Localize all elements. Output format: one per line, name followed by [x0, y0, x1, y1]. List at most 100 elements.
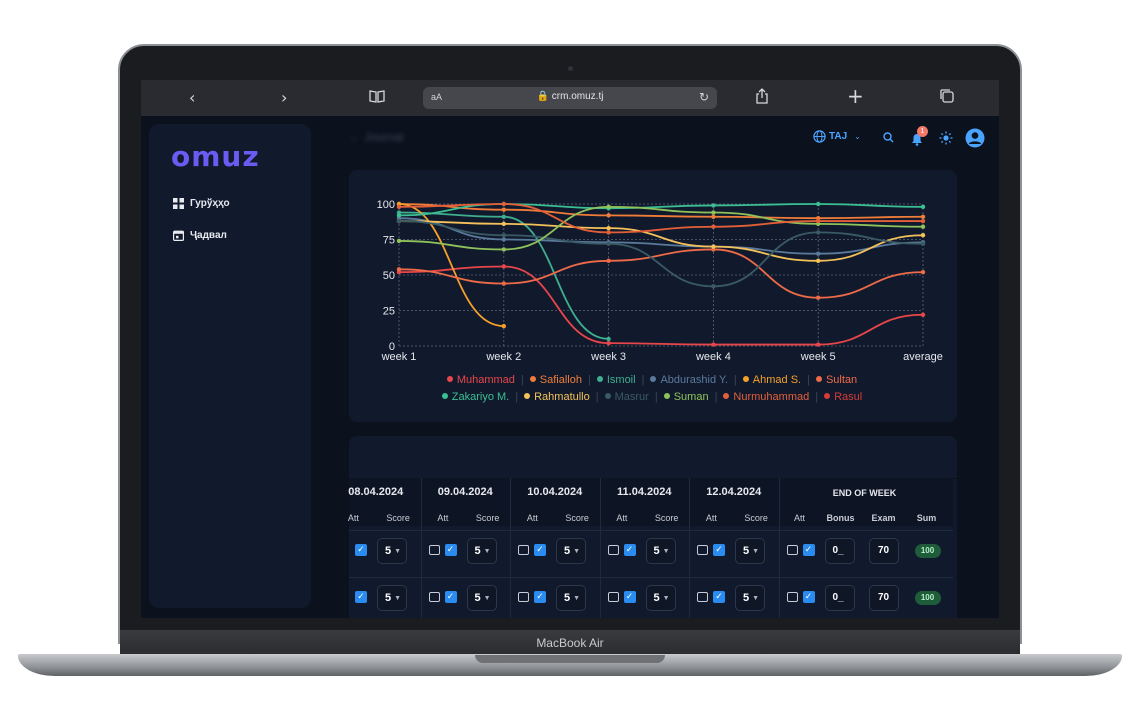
data-point: [816, 218, 821, 224]
attendance-checkbox[interactable]: ✓: [802, 591, 815, 603]
legend-separator: |: [733, 374, 737, 386]
chevron-down-icon: ▼: [752, 548, 760, 555]
attendance-checkbox[interactable]: ✓: [444, 544, 457, 556]
legend-item[interactable]: Abdurashid Y.: [650, 374, 728, 386]
legend-dot: [650, 376, 657, 382]
bookmarks-icon[interactable]: [369, 88, 385, 109]
attendance-checkbox[interactable]: ✓: [534, 591, 546, 603]
legend-label: Nurmuhammad: [733, 391, 810, 403]
comment-icon[interactable]: [786, 592, 798, 602]
score-select[interactable]: 5 ▼: [735, 585, 765, 611]
logo[interactable]: omuz: [171, 140, 260, 173]
sidebar-item-schedule[interactable]: Ҷадвал: [173, 230, 227, 241]
avatar[interactable]: [965, 128, 985, 148]
comment-icon[interactable]: [697, 592, 708, 602]
column-divider: [599, 478, 601, 618]
attendance-checkbox[interactable]: ✓: [534, 544, 546, 556]
att-header: Att: [616, 513, 628, 523]
sidebar-item-groups[interactable]: Гурўҳҳо: [173, 198, 230, 209]
series-line-ismoil: [398, 211, 609, 340]
attendance-checkbox[interactable]: ✓: [355, 591, 367, 603]
language-selector[interactable]: TAJ ⌄: [813, 130, 861, 143]
score-select[interactable]: 5 ▼: [466, 538, 497, 564]
reload-icon[interactable]: ↻: [698, 90, 709, 104]
attendance-checkbox[interactable]: ✓: [623, 544, 636, 556]
score-select[interactable]: 5 ▼: [466, 585, 497, 611]
attendance-checkbox[interactable]: ✓: [713, 591, 725, 603]
tabs-icon[interactable]: [939, 88, 955, 109]
legend-item[interactable]: Ahmad S.: [742, 374, 801, 386]
comment-icon[interactable]: [786, 545, 798, 555]
score-select[interactable]: 5 ▼: [377, 538, 407, 564]
notifications-button[interactable]: 1: [911, 126, 928, 146]
x-tick-label: week 5: [800, 351, 836, 363]
url-bar[interactable]: aA 🔒 crm.omuz.tj ↻: [423, 87, 717, 109]
legend-dot: [723, 393, 730, 399]
legend-item[interactable]: Rahmatullo: [524, 391, 590, 403]
comment-icon[interactable]: [428, 545, 440, 555]
attendance-checkbox[interactable]: ✓: [623, 591, 636, 603]
new-tab-icon[interactable]: +: [847, 84, 864, 108]
comment-icon[interactable]: [607, 592, 619, 602]
legend-dot: [446, 376, 453, 382]
attendance-checkbox[interactable]: ✓: [355, 544, 367, 556]
forward-icon[interactable]: ›: [281, 88, 288, 107]
legend-item[interactable]: Safialloh: [529, 374, 582, 386]
data-point: [920, 312, 926, 317]
legend-item[interactable]: Nurmuhammad: [723, 391, 809, 403]
legend-item[interactable]: Muhammad: [446, 374, 515, 386]
sum-badge: 100: [914, 544, 941, 558]
legend-item[interactable]: Zakariyo M.: [441, 391, 509, 403]
legend-separator: |: [654, 391, 658, 403]
sun-icon[interactable]: [939, 131, 953, 145]
legend-dot: [663, 393, 670, 399]
data-point: [606, 241, 611, 246]
attendance-checkbox[interactable]: ✓: [802, 544, 815, 556]
date-header: 12.04.2024: [706, 486, 762, 498]
score-select[interactable]: 5 ▼: [735, 538, 765, 564]
date-header: 08.04.2024: [348, 486, 404, 498]
legend-label: Sultan: [825, 374, 858, 386]
exam-input[interactable]: 70: [868, 538, 899, 564]
legend-separator: |: [515, 391, 519, 403]
back-icon[interactable]: ‹: [189, 88, 196, 107]
exam-input[interactable]: 70: [868, 585, 899, 611]
data-point: [501, 201, 506, 207]
score-select[interactable]: 5 ▼: [556, 538, 586, 564]
data-point: [396, 267, 402, 272]
score-select[interactable]: 5 ▼: [645, 538, 676, 564]
comment-icon[interactable]: [697, 545, 708, 555]
comment-icon[interactable]: [518, 592, 529, 602]
legend-item[interactable]: Masrur: [604, 391, 649, 403]
bonus-input[interactable]: 0_: [824, 538, 855, 564]
comment-icon[interactable]: [518, 545, 529, 555]
score-select[interactable]: 5 ▼: [645, 585, 676, 611]
data-point: [606, 258, 611, 263]
attendance-checkbox[interactable]: ✓: [713, 544, 725, 556]
data-point: [501, 207, 506, 212]
score-select[interactable]: 5 ▼: [556, 585, 586, 611]
series-line-abdurashid-y-: [398, 217, 924, 255]
table-row: [349, 530, 953, 572]
legend-item[interactable]: Rasul: [824, 391, 862, 403]
legend-item[interactable]: Suman: [663, 391, 709, 403]
score-select[interactable]: 5 ▼: [377, 585, 407, 611]
x-tick-label: average: [903, 351, 943, 363]
legend-item[interactable]: Ismoil: [596, 374, 636, 386]
series-line-rahmatullo: [398, 220, 924, 262]
legend-label: Muhammad: [456, 374, 515, 386]
series-line-sultan: [398, 248, 924, 299]
bonus-input[interactable]: 0_: [824, 585, 855, 611]
data-point: [606, 225, 611, 231]
attendance-checkbox[interactable]: ✓: [444, 591, 457, 603]
date-header: 09.04.2024: [437, 486, 493, 498]
share-icon[interactable]: [755, 88, 769, 109]
chevron-down-icon: ▼: [662, 548, 670, 555]
att-header: Att: [347, 513, 359, 523]
search-icon[interactable]: [883, 132, 894, 143]
comment-icon[interactable]: [607, 545, 619, 555]
legend-item[interactable]: Sultan: [815, 374, 858, 386]
legend-separator: |: [641, 374, 645, 386]
text-size-button[interactable]: aA: [431, 92, 443, 102]
comment-icon[interactable]: [428, 592, 440, 602]
